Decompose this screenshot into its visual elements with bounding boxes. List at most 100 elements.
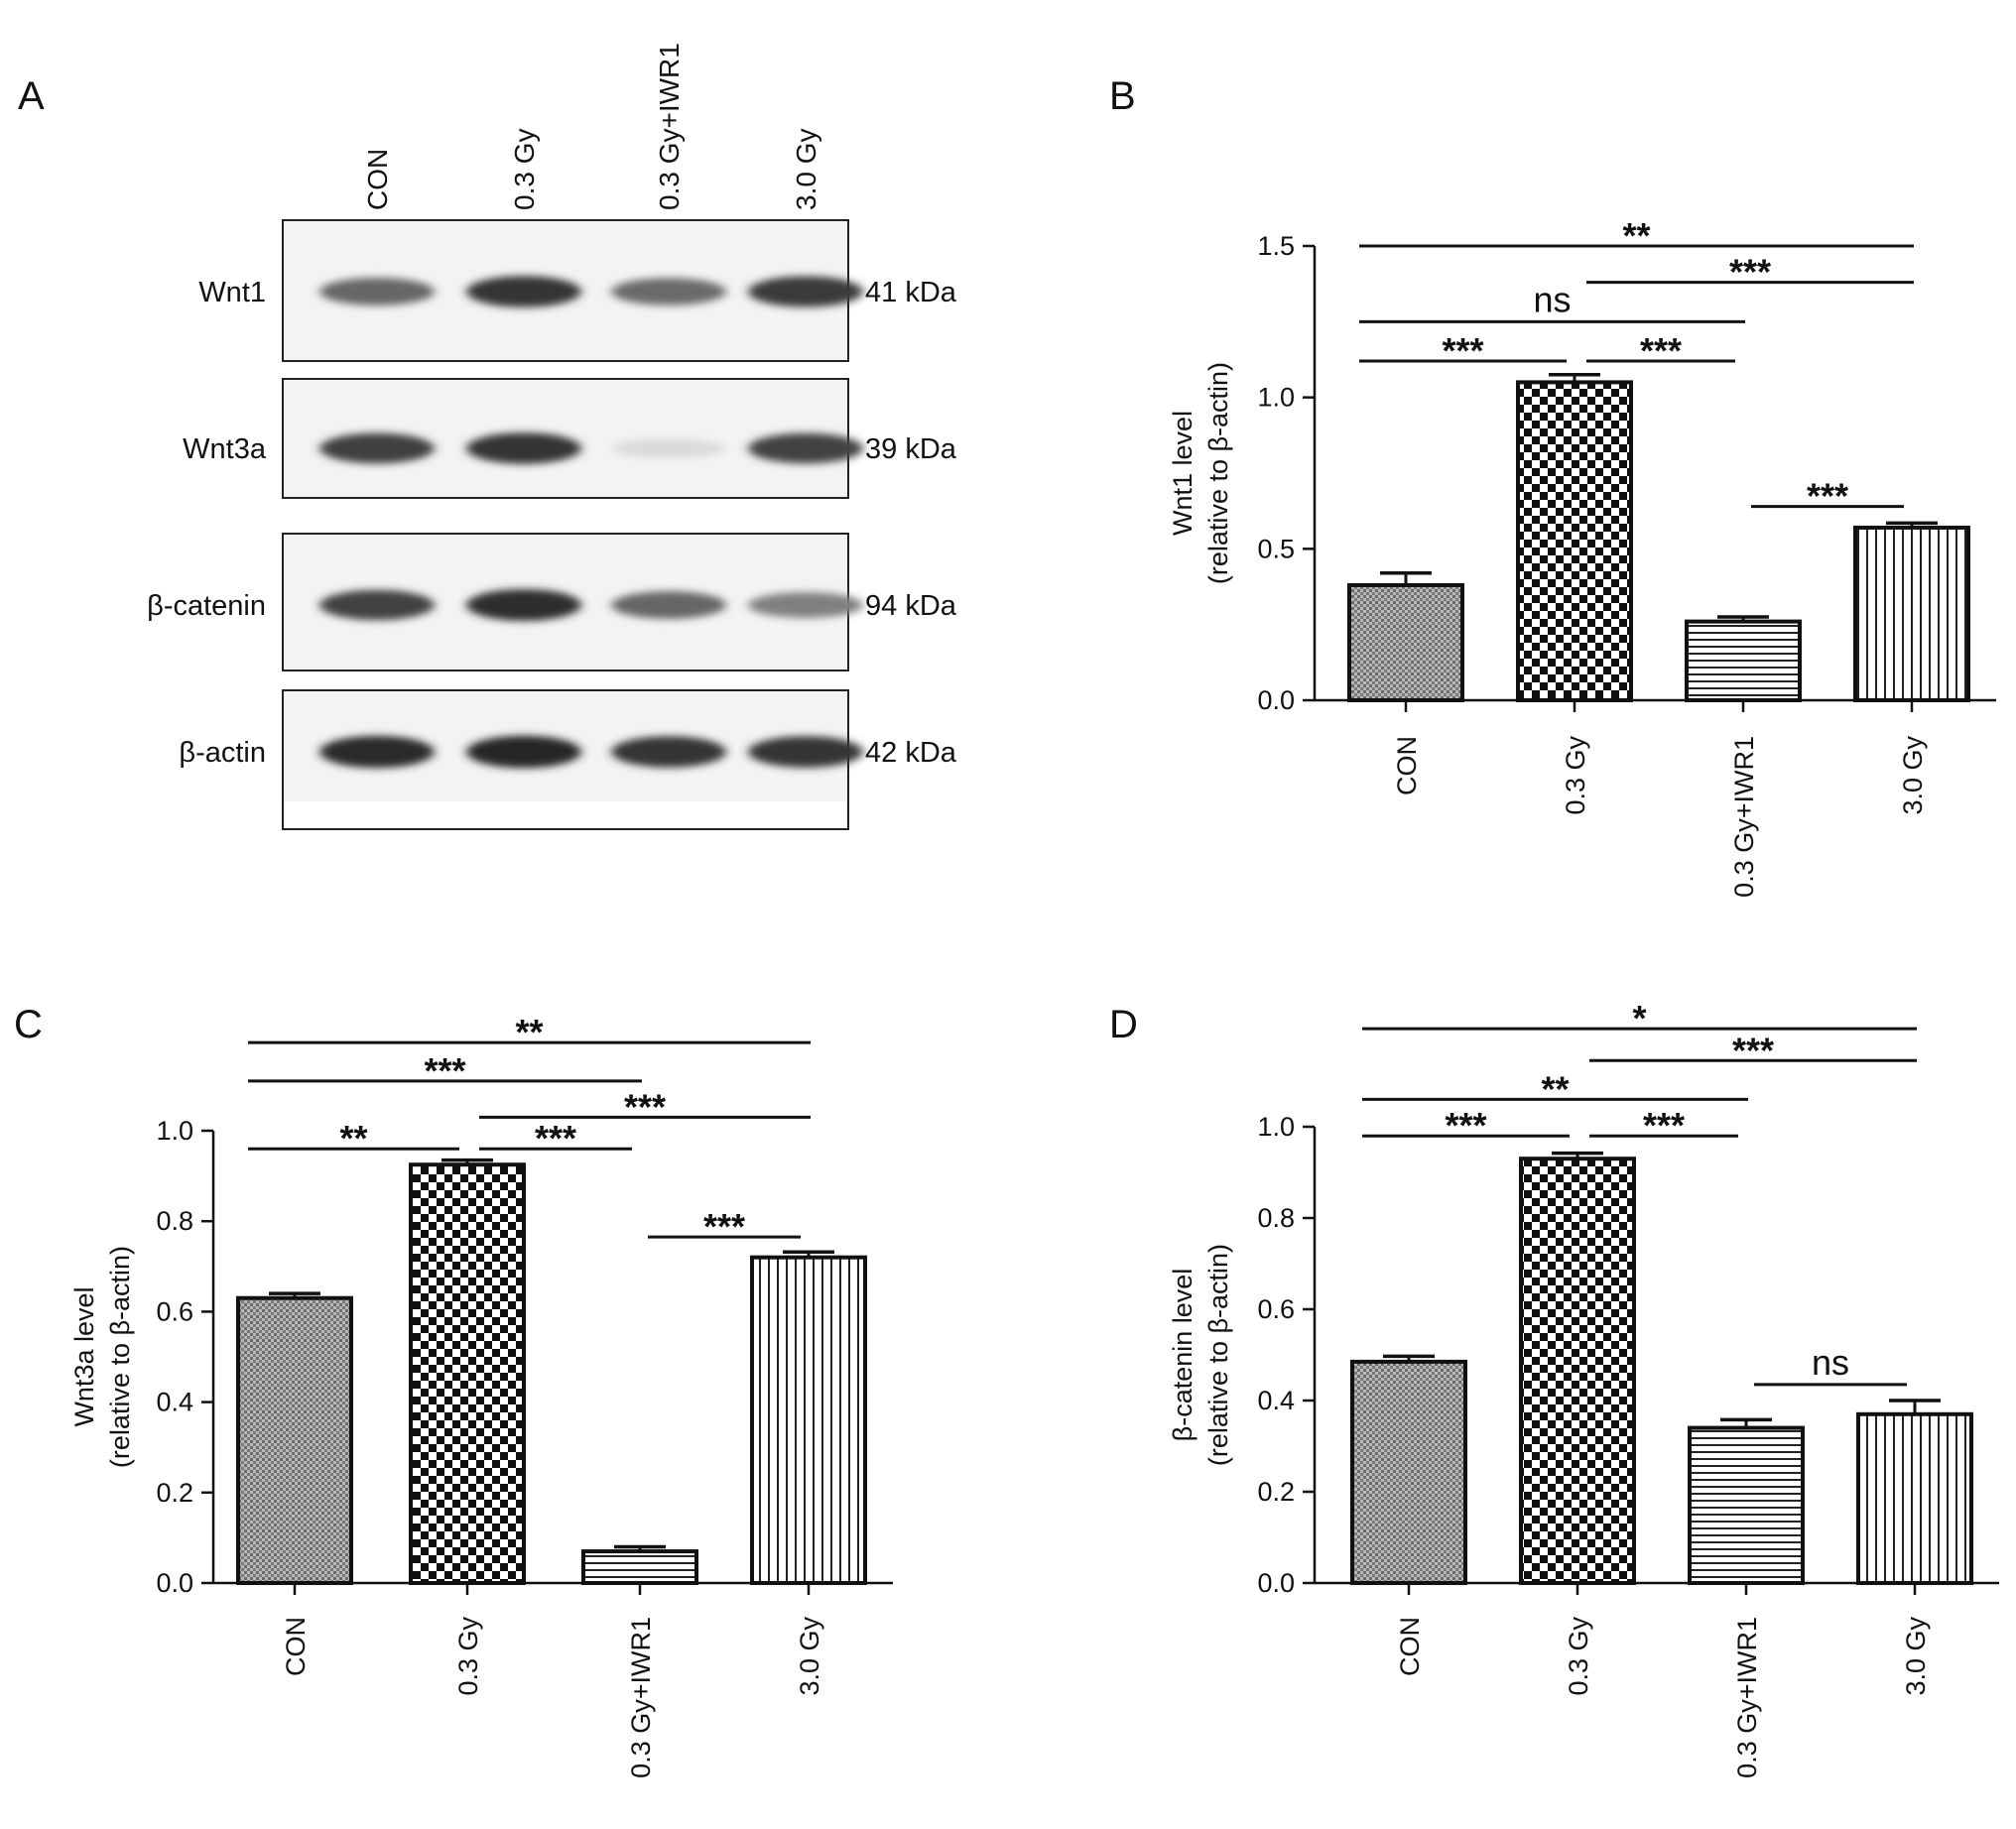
category-label-d-0-3-gy: 0.3 Gy [1564, 1617, 1593, 1696]
y-axis-subtitle-b: (relative to β-actin) [1203, 362, 1233, 584]
bar-d-3-0-gy [1856, 1411, 1973, 1586]
panel-letter-d: D [1109, 1003, 1138, 1046]
blot-row-catenin: β-catenin 94 kDa [147, 533, 957, 671]
significance-label-c: ** [339, 1118, 367, 1158]
blot-band-actin-con [319, 735, 435, 769]
bar-b-0-3-gy-iwr1 [1685, 619, 1802, 703]
y-tick-label-d: 1.0 [1257, 1112, 1295, 1142]
y-tick-label-c: 0.8 [156, 1206, 193, 1236]
blot-row-wnt1: Wnt1 41 kDa [198, 219, 957, 362]
size-label-catenin: 94 kDa [865, 590, 957, 622]
size-label-wnt1: 41 kDa [865, 277, 957, 308]
category-label-c-con: CON [281, 1617, 311, 1676]
bar-d-0-3-gy [1519, 1157, 1636, 1585]
category-label-c-3-0-gy: 3.0 Gy [795, 1617, 824, 1696]
blot-row-actin: β-actin 42 kDa [179, 689, 957, 830]
significance-label-c: *** [424, 1050, 465, 1091]
significance-label-c: *** [535, 1118, 576, 1158]
chart-c-wnt3a: 0.0 0.2 0.4 0.6 0.8 1.0 Wnt3a level (relative t… [69, 1012, 893, 1778]
y-tick-label-d: 0.0 [1257, 1568, 1295, 1598]
y-tick-label-b: 0.0 [1257, 685, 1295, 715]
significance-label-d: *** [1445, 1105, 1486, 1146]
y-tick-label-c: 1.0 [156, 1116, 193, 1146]
y-axis-title-c: Wnt3a level [69, 1286, 99, 1426]
significance-label-b: ns [1533, 279, 1571, 319]
y-tick-label-c: 0.6 [156, 1296, 193, 1326]
blot-band-wnt1-0-3-gy-iwr1 [611, 278, 726, 305]
y-axis-subtitle-c: (relative to β-actin) [105, 1246, 135, 1468]
significance-label-b: *** [1442, 330, 1483, 371]
lane-label-0-3-gy: 0.3 Gy [509, 129, 540, 210]
y-axis-title-d: β-catenin level [1168, 1269, 1197, 1442]
significance-label-d: ns [1812, 1342, 1849, 1383]
significance-label-d: ** [1541, 1068, 1569, 1109]
bar-c-0-3-gy-iwr1 [581, 1549, 698, 1585]
y-tick-label-d: 0.4 [1257, 1386, 1295, 1415]
bar-b-0-3-gy [1516, 380, 1633, 702]
y-tick-label-d: 0.2 [1257, 1477, 1295, 1507]
panel-letter-a: A [18, 74, 45, 118]
category-label-b-0-3-gy-iwr1: 0.3 Gy+IWR1 [1729, 736, 1759, 898]
significance-label-b: *** [1729, 252, 1771, 293]
lane-labels: CON 0.3 Gy 0.3 Gy+IWR1 3.0 Gy [362, 43, 821, 210]
bar-b-con [1347, 582, 1464, 702]
category-label-d-con: CON [1395, 1617, 1425, 1676]
panel-letter-c: C [14, 1003, 43, 1046]
bar-c-3-0-gy [750, 1255, 867, 1586]
blot-band-catenin-3-0-gy [748, 592, 863, 618]
blot-band-wnt1-3-0-gy [748, 276, 863, 307]
significance-label-c: *** [703, 1206, 745, 1247]
y-tick-label-b: 0.5 [1257, 534, 1295, 563]
chart-d-beta-catenin: 0.0 0.2 0.4 0.6 0.8 1.0 β-catenin level (relati… [1168, 998, 1999, 1778]
y-tick-label-d: 0.8 [1257, 1203, 1295, 1233]
blot-band-wnt3a-con [319, 432, 435, 464]
blot-band-actin-0-3-gy-iwr1 [611, 736, 726, 768]
category-label-c-0-3-gy-iwr1: 0.3 Gy+IWR1 [626, 1617, 656, 1778]
y-tick-label-c: 0.4 [156, 1388, 193, 1417]
blot-band-wnt1-0-3-gy [466, 276, 581, 307]
blot-band-catenin-0-3-gy [466, 588, 581, 622]
protein-label-wnt1: Wnt1 [198, 277, 266, 308]
bar-b-3-0-gy [1853, 525, 1970, 703]
blot-band-catenin-con [319, 589, 435, 621]
y-tick-label-c: 0.0 [156, 1568, 193, 1598]
chart-b-wnt1: 0.0 0.5 1.0 1.5 Wnt1 level (relative to β-act… [1168, 215, 1996, 898]
significance-label-c: *** [624, 1086, 666, 1127]
y-axis-subtitle-d: (relative to β-actin) [1203, 1244, 1233, 1466]
y-tick-label-b: 1.5 [1257, 231, 1295, 261]
y-tick-label-c: 0.2 [156, 1478, 193, 1508]
protein-label-catenin: β-catenin [147, 590, 266, 622]
y-tick-label-d: 0.6 [1257, 1294, 1295, 1324]
western-blot: CON 0.3 Gy 0.3 Gy+IWR1 3.0 Gy Wnt1 41 kDaWnt… [147, 43, 957, 830]
blot-band-wnt1-con [319, 278, 435, 305]
bar-d-con [1350, 1359, 1467, 1586]
protein-label-wnt3a: Wnt3a [183, 433, 267, 465]
blot-band-wnt3a-0-3-gy-iwr1 [611, 438, 726, 458]
category-label-d-0-3-gy-iwr1: 0.3 Gy+IWR1 [1732, 1617, 1762, 1778]
blot-rows: Wnt1 41 kDa Wnt3a 39 kDa β-catenin 94 kDa β-ac… [147, 219, 957, 830]
blot-membrane-edge [284, 801, 847, 828]
category-label-b-0-3-gy: 0.3 Gy [1561, 736, 1590, 815]
bar-d-0-3-gy-iwr1 [1688, 1425, 1805, 1585]
category-label-b-con: CON [1392, 736, 1422, 795]
category-label-d-3-0-gy: 3.0 Gy [1901, 1617, 1931, 1696]
significance-label-b: ** [1622, 215, 1650, 256]
significance-label-d: *** [1643, 1105, 1685, 1146]
lane-label-3-0-gy: 3.0 Gy [791, 129, 821, 210]
blot-band-actin-3-0-gy [748, 736, 863, 768]
panel-letter-b: B [1109, 74, 1136, 118]
blot-band-actin-0-3-gy [466, 735, 581, 769]
category-label-b-3-0-gy: 3.0 Gy [1898, 736, 1928, 815]
y-axis-title-b: Wnt1 level [1168, 411, 1197, 536]
lane-label-con: CON [362, 149, 393, 210]
significance-label-b: *** [1807, 476, 1848, 517]
significance-label-b: *** [1640, 330, 1682, 371]
significance-label-d: *** [1732, 1030, 1774, 1070]
blot-band-wnt3a-0-3-gy [466, 432, 581, 464]
protein-label-actin: β-actin [179, 737, 266, 769]
lane-label-0-3-gy-iwr1: 0.3 Gy+IWR1 [654, 43, 685, 210]
blot-band-wnt3a-3-0-gy [748, 432, 863, 464]
y-tick-label-b: 1.0 [1257, 383, 1295, 413]
blot-row-wnt3a: Wnt3a 39 kDa [183, 378, 957, 499]
